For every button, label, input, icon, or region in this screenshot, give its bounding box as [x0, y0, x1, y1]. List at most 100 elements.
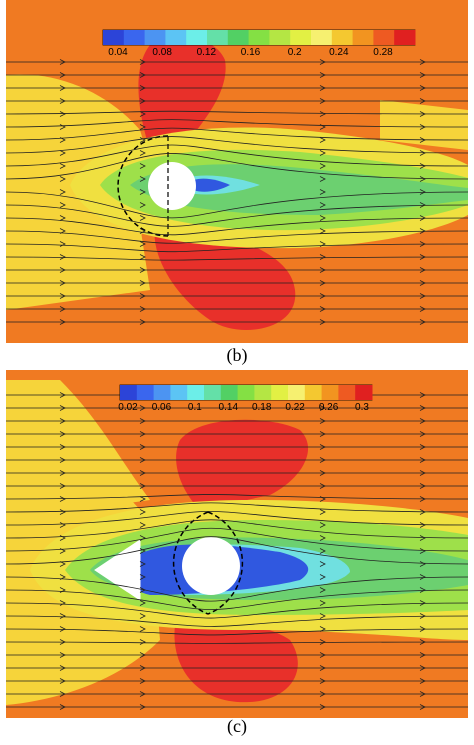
colorbar-segment	[204, 385, 222, 400]
streamline	[6, 602, 468, 619]
stream-arrow	[139, 678, 146, 684]
stream-arrow	[59, 189, 66, 195]
stream-arrow	[319, 470, 326, 476]
colorbar-segment	[311, 30, 333, 45]
stream-arrow	[139, 665, 146, 671]
stream-arrow	[419, 418, 426, 424]
colorbar-segment	[136, 385, 155, 400]
stream-arrow	[59, 111, 66, 117]
stream-arrow	[59, 163, 66, 169]
stream-arrow	[419, 600, 426, 606]
stream-arrow	[319, 137, 326, 143]
stream-arrow	[419, 457, 426, 463]
streamline	[6, 204, 468, 227]
stream-arrow	[139, 228, 146, 234]
streamline	[6, 119, 468, 128]
streamline	[6, 144, 468, 167]
streamline	[6, 589, 468, 611]
colorbar-segment	[355, 385, 373, 400]
stream-arrow	[319, 241, 326, 247]
stream-arrow	[419, 72, 426, 78]
stream-arrow	[59, 457, 66, 463]
stream-arrow	[419, 613, 426, 619]
stream-arrow	[419, 176, 426, 182]
stream-arrow	[419, 561, 426, 567]
streamline	[6, 127, 468, 141]
stream-arrow	[319, 319, 326, 325]
stream-arrow	[59, 405, 66, 411]
colorbar-segment	[352, 30, 374, 45]
stream-arrow	[319, 306, 326, 312]
stream-arrow	[139, 418, 146, 424]
stream-arrow	[319, 215, 326, 221]
stream-arrow	[59, 137, 66, 143]
stream-arrow	[139, 405, 146, 411]
stream-arrow	[59, 306, 66, 312]
colorbar-segment	[123, 30, 146, 45]
stream-arrow	[419, 189, 426, 195]
stream-arrow	[139, 444, 146, 450]
stream-arrow	[139, 72, 146, 78]
colorbar-tick-label: 0.26	[319, 402, 339, 413]
streamline	[6, 576, 468, 602]
stream-arrow	[139, 163, 146, 169]
colorbar-tick-label: 0.06	[152, 402, 172, 413]
stream-arrow	[59, 319, 66, 325]
stream-arrow	[319, 522, 326, 528]
streamline	[6, 153, 468, 180]
streamline	[6, 217, 468, 236]
stream-arrow	[419, 665, 426, 671]
stream-arrow	[59, 613, 66, 619]
colorbar-tick-label: 0.22	[285, 402, 305, 413]
stream-arrow	[319, 665, 326, 671]
stream-arrow	[59, 704, 66, 710]
stream-arrow	[139, 306, 146, 312]
colorbar-tick-label: 0.28	[373, 47, 393, 58]
stream-arrow	[419, 431, 426, 437]
stream-arrow	[59, 496, 66, 502]
stream-arrow	[59, 124, 66, 130]
colorbar-tick-label: 0.3	[355, 402, 369, 413]
stream-arrow	[419, 202, 426, 208]
stream-arrow	[319, 228, 326, 234]
colorbar-segment	[321, 385, 339, 400]
stream-arrow	[59, 535, 66, 541]
stream-arrow	[319, 600, 326, 606]
colorbar-tick-label: 0.24	[329, 47, 349, 58]
stream-arrow	[319, 85, 326, 91]
stream-arrow	[419, 319, 426, 325]
stream-arrow	[59, 509, 66, 515]
colorbar-tick-label: 0.08	[152, 47, 172, 58]
stream-arrow	[59, 176, 66, 182]
stream-arrow	[319, 202, 326, 208]
stream-arrow	[319, 405, 326, 411]
colorbar-tick-label: 0.18	[252, 402, 272, 413]
colorbar-segment	[170, 385, 188, 400]
streamline	[6, 256, 468, 261]
stream-arrow	[59, 678, 66, 684]
stream-arrow	[139, 150, 146, 156]
colorbar-segment	[120, 385, 138, 400]
stream-arrow	[419, 228, 426, 234]
stream-arrow	[59, 665, 66, 671]
streamline	[6, 243, 468, 253]
stream-arrow	[419, 626, 426, 632]
colorbar-segment	[338, 385, 356, 400]
streamline	[6, 641, 468, 644]
contour-b	[6, 0, 468, 343]
stream-arrow	[319, 691, 326, 697]
stream-arrow	[139, 561, 146, 567]
stream-arrow	[319, 431, 326, 437]
stream-arrow	[59, 254, 66, 260]
stream-arrow	[59, 444, 66, 450]
stream-arrow	[419, 124, 426, 130]
stream-arrow	[419, 215, 426, 221]
colorbar-segment	[373, 30, 395, 45]
colorbar-segment	[187, 385, 205, 400]
stream-arrow	[139, 483, 146, 489]
stream-arrow	[59, 392, 66, 398]
stream-arrow	[419, 254, 426, 260]
stream-arrow	[59, 59, 66, 65]
stream-arrow	[139, 202, 146, 208]
